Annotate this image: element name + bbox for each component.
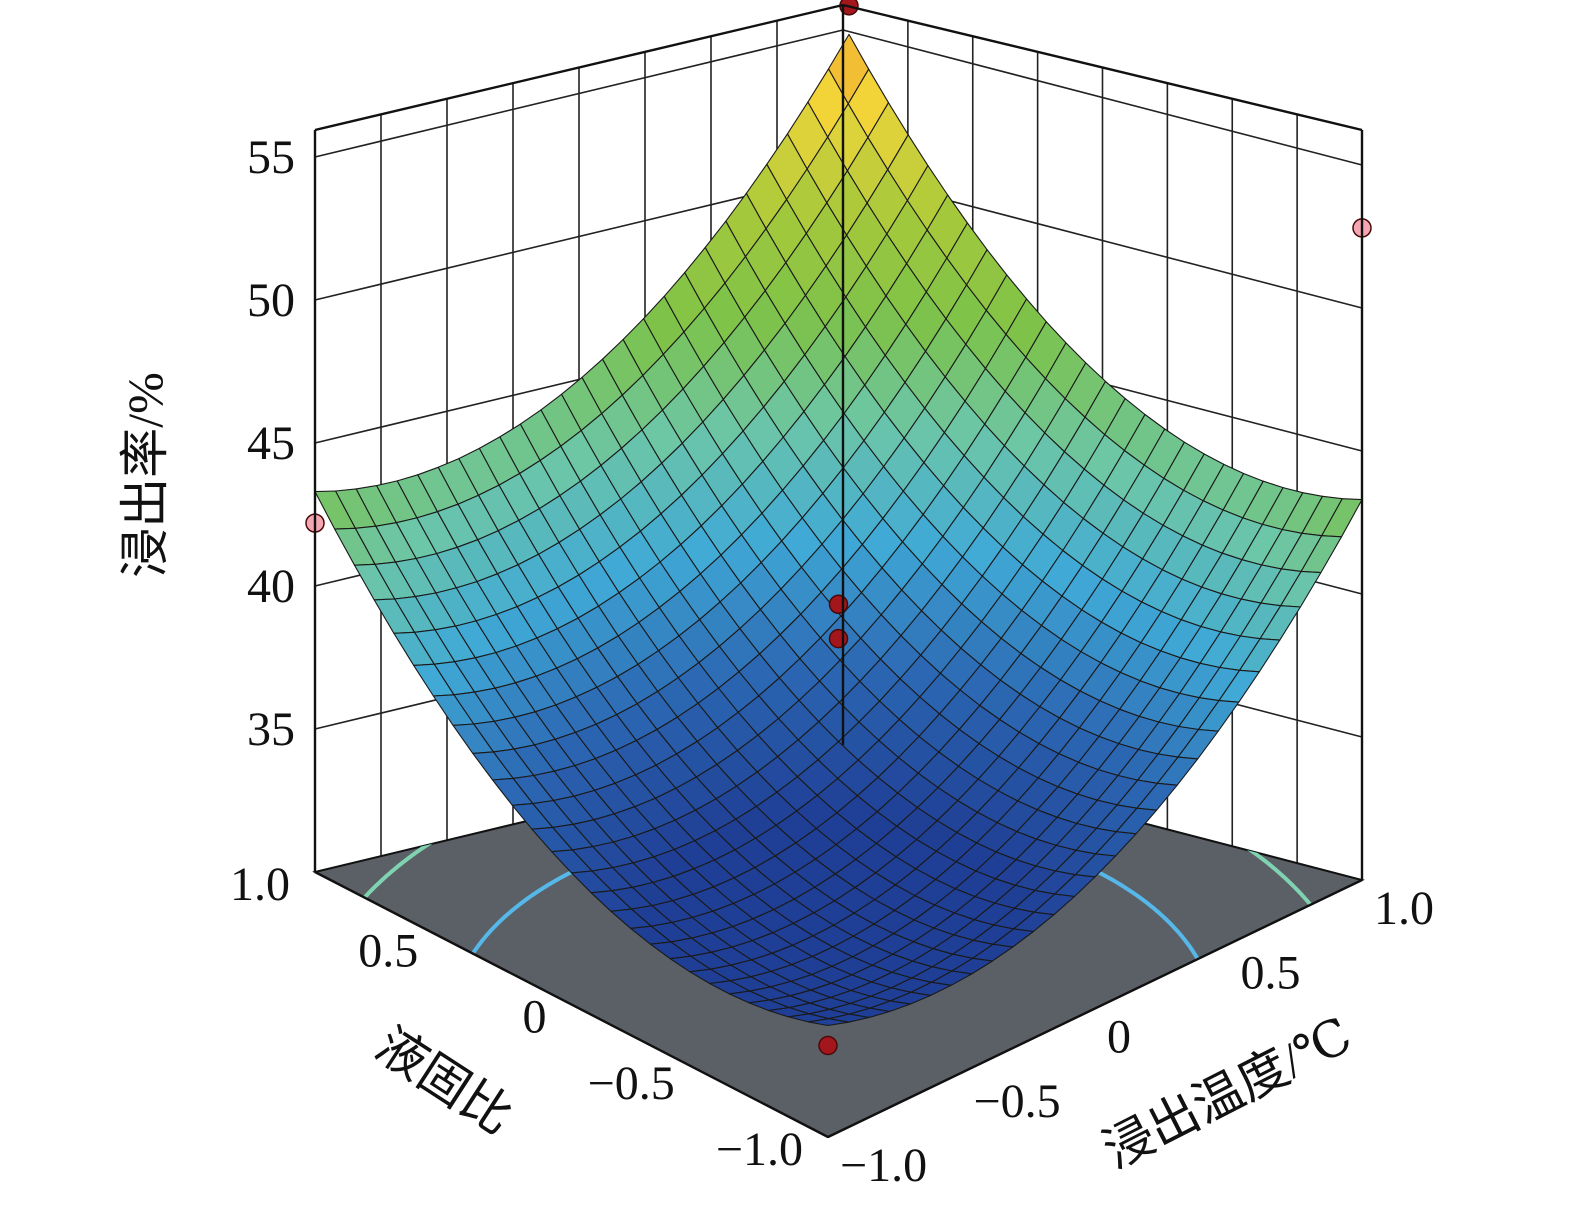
design-point xyxy=(818,1035,838,1056)
x-tick-label: 0 xyxy=(1107,1011,1131,1064)
y-tick-label: 0 xyxy=(523,991,547,1044)
design-point xyxy=(828,628,849,649)
surface-cell xyxy=(807,1018,850,1027)
z-axis-label: 浸出率/% xyxy=(117,372,173,578)
axis-edge xyxy=(827,878,1363,1139)
x-axis-label: 浸出温度/℃ xyxy=(1094,1007,1360,1179)
response-surface xyxy=(305,33,1372,1027)
x-tick-label: 0.5 xyxy=(1241,946,1301,999)
z-tick-label: 35 xyxy=(247,703,295,756)
z-tick-label: 45 xyxy=(247,417,295,470)
axes-frame xyxy=(313,3,1364,1139)
z-tick-label: 40 xyxy=(247,560,295,613)
axis-edge xyxy=(314,3,844,132)
y-axis-label: 液固比 xyxy=(366,1016,522,1145)
z-tick-label: 55 xyxy=(247,131,295,184)
design-point xyxy=(828,594,849,615)
y-tick-label: −0.5 xyxy=(588,1057,675,1110)
z-tick-label: 50 xyxy=(247,274,295,327)
x-tick-label: −0.5 xyxy=(974,1075,1061,1128)
axis-edge xyxy=(314,870,829,1139)
tick-labels: 35 40 45 50 55 −1.0 −0.5 0 0.5 1.0 −1.0 −0.5 0 0.5 1.0 xyxy=(230,131,1434,1192)
axis-edge xyxy=(842,3,1363,132)
x-tick-label: −1.0 xyxy=(840,1139,927,1192)
y-tick-label: 0.5 xyxy=(358,924,418,977)
y-tick-label: −1.0 xyxy=(716,1123,803,1176)
y-tick-label: 1.0 xyxy=(230,858,290,911)
x-tick-label: 1.0 xyxy=(1374,882,1434,935)
